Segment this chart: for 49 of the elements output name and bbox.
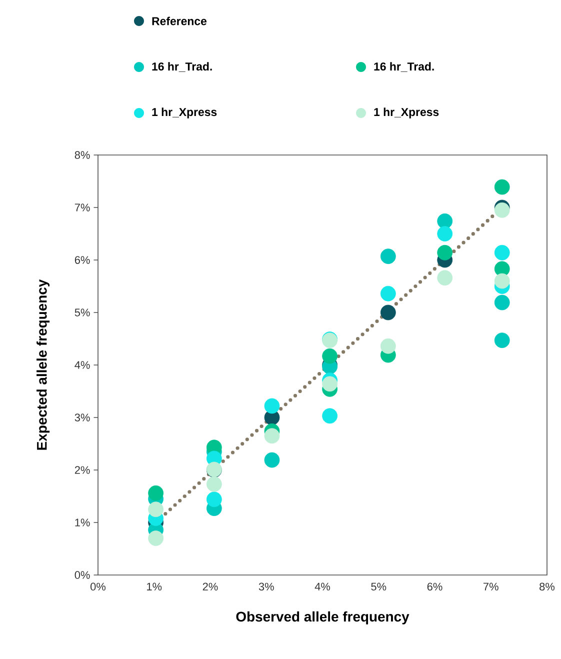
point bbox=[206, 476, 222, 492]
point bbox=[148, 530, 164, 546]
x-tick-label: 2% bbox=[202, 582, 218, 590]
point bbox=[437, 226, 453, 242]
y-tick-label: 2% bbox=[74, 466, 90, 474]
point bbox=[322, 348, 338, 364]
x-tick-label: 1% bbox=[147, 582, 162, 590]
legend-label: 1 hr_Xpress bbox=[152, 108, 217, 118]
x-tick-label: 7% bbox=[484, 582, 498, 590]
y-tick-label: 5% bbox=[74, 308, 90, 316]
point bbox=[380, 338, 396, 354]
x-tick-label: 0% bbox=[90, 582, 106, 591]
point bbox=[264, 452, 280, 468]
y-tick-label: 4% bbox=[74, 361, 90, 369]
point bbox=[494, 273, 510, 289]
point bbox=[148, 485, 164, 501]
point bbox=[322, 408, 338, 424]
point bbox=[437, 213, 453, 229]
point bbox=[322, 376, 338, 392]
point bbox=[494, 332, 510, 348]
point bbox=[264, 398, 280, 414]
point bbox=[494, 179, 510, 195]
point bbox=[380, 286, 396, 302]
y-tick-label: 6% bbox=[74, 256, 90, 264]
point bbox=[494, 294, 510, 310]
point bbox=[206, 492, 222, 508]
y-tick-label: 7% bbox=[74, 204, 90, 212]
x-axis-title: Observed allele frequency bbox=[236, 611, 410, 624]
legend-label: Reference bbox=[152, 16, 207, 26]
x-tick-label: 6% bbox=[427, 582, 442, 591]
point bbox=[148, 502, 164, 518]
point bbox=[437, 270, 453, 286]
x-tick-label: 4% bbox=[314, 582, 330, 590]
y-tick-label: 3% bbox=[74, 414, 90, 422]
point bbox=[380, 304, 396, 320]
y-axis-title: Expected allele frequency bbox=[36, 279, 50, 450]
x-tick-label: 5% bbox=[371, 582, 386, 590]
point bbox=[264, 428, 280, 444]
point bbox=[437, 244, 453, 260]
legend-label: 1 hr_Xpress bbox=[374, 108, 439, 118]
x-tick-label: 3% bbox=[258, 582, 274, 591]
point bbox=[380, 248, 396, 264]
legend-label: 16 hr_Trad. bbox=[374, 62, 434, 72]
point bbox=[494, 244, 510, 260]
legend-label: 16 hr_Trad. bbox=[152, 62, 212, 72]
x-tick-label: 8% bbox=[540, 582, 555, 591]
y-tick-label: 8% bbox=[74, 151, 90, 159]
y-tick-label: 0% bbox=[74, 571, 90, 579]
y-tick-label: 1% bbox=[75, 518, 90, 526]
